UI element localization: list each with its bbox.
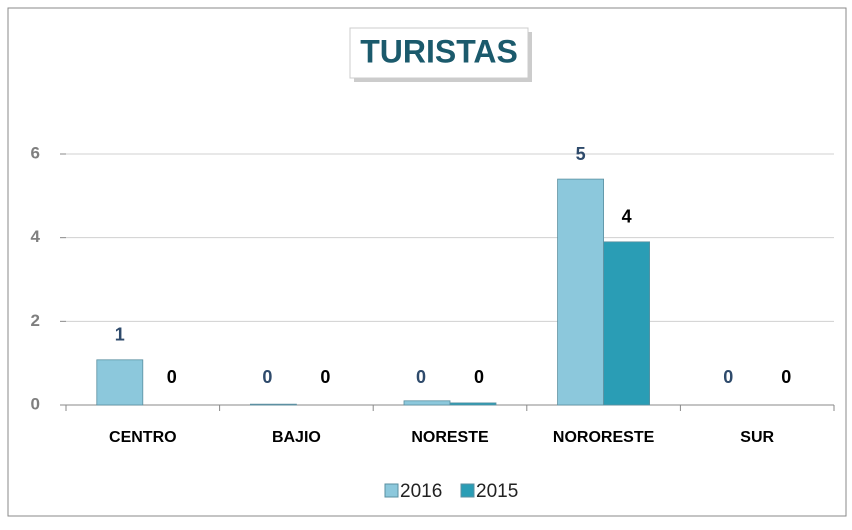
x-tick-label: NORORESTE xyxy=(553,429,655,446)
y-tick-label: 6 xyxy=(31,143,40,162)
bar xyxy=(96,359,144,406)
legend-label: 2015 xyxy=(476,481,518,502)
value-label: 0 xyxy=(723,367,733,387)
chart-frame xyxy=(7,7,847,517)
legend-label: 2016 xyxy=(400,481,442,502)
x-tick-label: BAJIO xyxy=(272,429,321,446)
value-label: 0 xyxy=(416,367,426,387)
value-label: 0 xyxy=(320,367,330,387)
y-tick-label: 4 xyxy=(31,227,41,246)
x-tick-label: CENTRO xyxy=(109,429,177,446)
bar xyxy=(449,402,497,406)
x-tick-label: NORESTE xyxy=(411,429,489,446)
value-label: 0 xyxy=(474,367,484,387)
bar xyxy=(603,241,650,406)
title-box xyxy=(349,27,529,79)
value-label: 5 xyxy=(576,144,586,164)
value-label: 0 xyxy=(781,367,791,387)
value-label: 0 xyxy=(262,367,272,387)
bar xyxy=(249,403,297,406)
y-tick-label: 2 xyxy=(31,311,40,330)
legend-swatch xyxy=(460,483,475,498)
x-tick-label: SUR xyxy=(740,429,774,446)
value-label: 0 xyxy=(167,367,177,387)
legend-swatch xyxy=(384,483,399,498)
bar xyxy=(557,178,604,406)
value-label: 1 xyxy=(115,325,125,345)
chart-title: TURISTAS xyxy=(360,33,518,69)
y-tick-label: 0 xyxy=(31,394,40,413)
value-label: 4 xyxy=(622,207,632,227)
bar xyxy=(403,400,451,406)
